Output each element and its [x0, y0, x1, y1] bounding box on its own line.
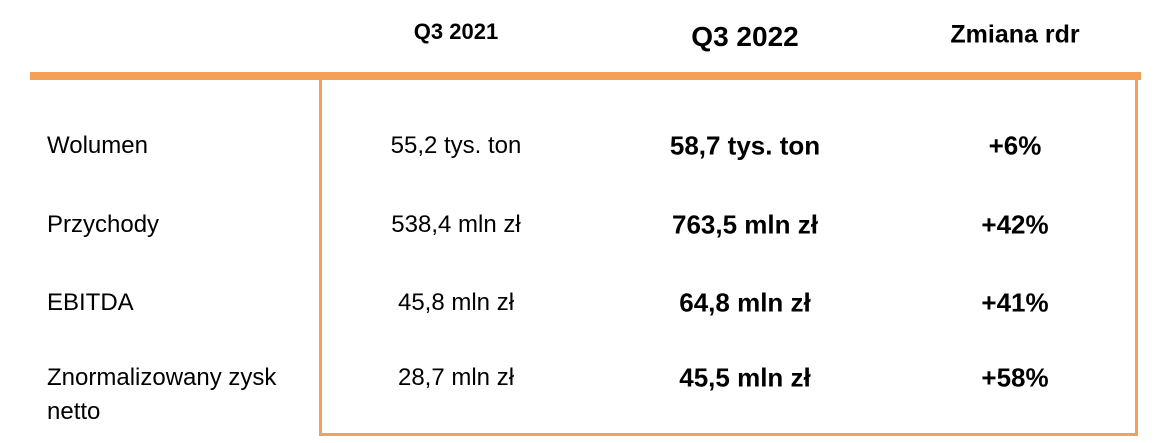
cell-value: 538,4 mln zł [391, 211, 521, 238]
header-rule [30, 72, 1141, 80]
cell-value: +42% [981, 209, 1049, 240]
cell-value: 45,8 mln zł [397, 289, 515, 316]
cell-value: +6% [988, 130, 1042, 161]
column-header: Q3 2022 [691, 21, 799, 52]
cell-value: 55,2 tys. ton [390, 132, 522, 159]
row-label: Wolumen [47, 132, 148, 159]
column-header: Zmiana rdr [950, 20, 1080, 49]
row-label: EBITDA [47, 289, 134, 316]
cell-value: 28,7 mln zł [397, 364, 515, 391]
cell-value: 763,5 mln zł [672, 209, 818, 240]
cell-value: 58,7 tys. ton [669, 130, 821, 161]
cell-value: +58% [981, 362, 1049, 393]
cell-value: 45,5 mln zł [679, 362, 811, 393]
row-label: Przychody [47, 211, 160, 238]
column-header: Q3 2021 [413, 19, 499, 44]
row-label: Znormalizowany zysk netto [47, 364, 277, 425]
cell-value: +41% [981, 287, 1049, 318]
cell-value: 64,8 mln zł [679, 287, 811, 318]
highlight-box [319, 80, 1138, 436]
